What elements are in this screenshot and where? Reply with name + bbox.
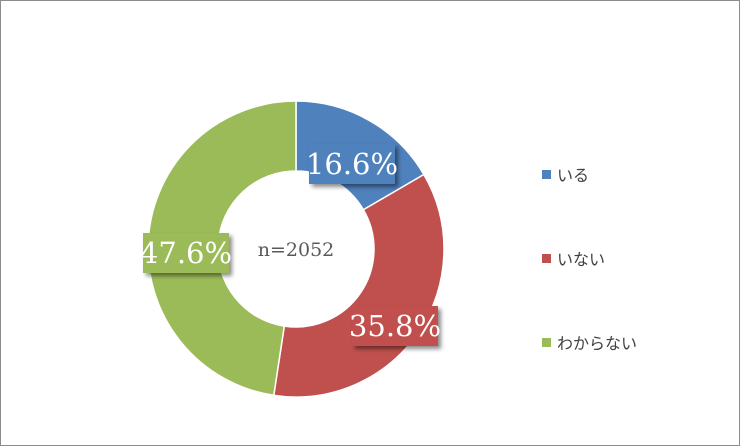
legend-item-inai: いない [542,246,605,270]
legend-swatch-inai [542,253,551,263]
slice-label-box-inai [352,306,438,346]
legend-label-wakaranai: わからない [557,334,638,353]
slice-label-text-inai: 35.8% [349,309,441,343]
legend-label-iru: いる [557,166,590,185]
slice-label-inai: 35.8% [349,306,441,346]
slice-labels-group: 16.6% 35.8% 47.6% [140,144,441,346]
slice-label-box-iru [309,144,395,184]
slice-inai [272,173,445,398]
slice-label-text-iru: 16.6% [306,147,398,181]
slice-label-wakaranai: 47.6% [140,233,232,273]
legend-item-iru: いる [542,162,589,186]
slice-wakaranai [147,100,297,397]
legend-label-inai: いない [557,250,606,269]
legend-swatch-iru [542,169,551,179]
legend-item-wakaranai: わからない [542,330,637,354]
legend-swatch-wakaranai [542,337,551,347]
slice-label-iru: 16.6% [306,144,398,184]
slice-label-box-wakaranai [143,233,229,273]
center-label: n=2052 [258,239,335,261]
slice-label-text-wakaranai: 47.6% [140,236,232,270]
